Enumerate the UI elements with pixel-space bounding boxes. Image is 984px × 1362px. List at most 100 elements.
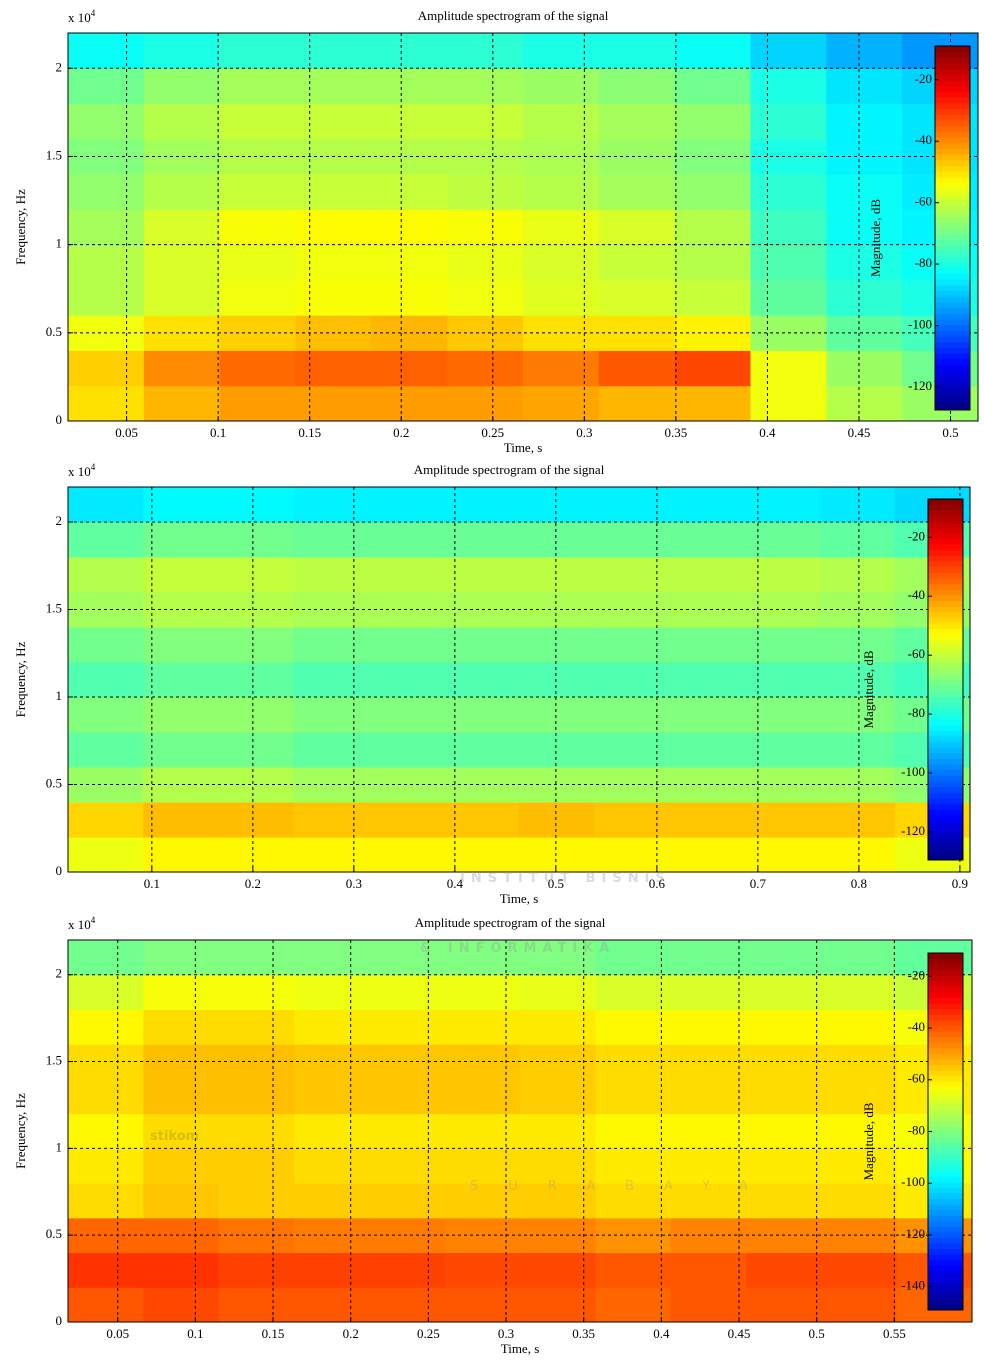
heatmap-cell [821, 1009, 897, 1044]
colorbar-swatch [935, 143, 970, 149]
watermark-line: INSTITUT BISNIS [460, 871, 671, 886]
watermark-line: & INFORMATIKA [420, 941, 615, 956]
heatmap-cell [751, 386, 827, 422]
heatmap-cell [751, 104, 827, 140]
colorbar-swatch [935, 114, 970, 120]
heatmap-cell [675, 33, 751, 69]
colorbar-swatch [928, 1014, 963, 1020]
heatmap-cell [523, 174, 599, 210]
heatmap-cell [520, 975, 596, 1010]
heatmap-cell [675, 104, 751, 140]
heatmap-cell [826, 209, 902, 245]
colorbar-label: Magnitude, dB [861, 650, 876, 728]
heatmap-cell [68, 627, 144, 663]
heatmap-cell [68, 1253, 144, 1288]
colorbar-swatch [928, 1115, 963, 1121]
heatmap-cell [523, 68, 599, 104]
colorbar-swatch [928, 696, 963, 702]
heatmap-cell [144, 280, 220, 316]
colorbar-swatch [928, 555, 963, 561]
colorbar-swatch [935, 296, 970, 302]
colorbar-swatch [928, 651, 963, 657]
heatmap-cell [68, 662, 144, 698]
colorbar-swatch [935, 342, 970, 348]
heatmap-cell [296, 209, 372, 245]
heatmap-cell [294, 1148, 370, 1183]
heatmap-cell [599, 104, 675, 140]
colorbar-swatch [928, 1282, 963, 1288]
x-tick-label: 0.4 [759, 425, 776, 440]
colorbar-swatch [928, 1204, 963, 1210]
colorbar-swatch [928, 1137, 963, 1143]
heatmap-cell [820, 837, 896, 873]
colorbar-swatch [928, 1182, 963, 1188]
colorbar-swatch [928, 668, 963, 674]
heatmap-cell [820, 802, 896, 838]
colorbar-swatch [928, 992, 963, 998]
colorbar-tick-label: -40 [908, 1019, 925, 1034]
heatmap-cell [218, 662, 294, 698]
y-tick-label: 1.5 [46, 147, 62, 162]
heatmap-cell [144, 386, 220, 422]
heatmap-cell [294, 487, 370, 523]
heatmap-cell [669, 802, 745, 838]
x-tick-label: 0.3 [346, 876, 362, 891]
heatmap-cell [520, 1253, 596, 1288]
heatmap-cell [68, 1009, 144, 1044]
colorbar-swatch [928, 629, 963, 635]
colorbar-swatch [928, 505, 963, 511]
colorbar-swatch [928, 736, 963, 742]
heatmap-cell [220, 104, 296, 140]
heatmap-cell [820, 697, 896, 733]
heatmap-cell [599, 68, 675, 104]
colorbar-swatch [935, 291, 970, 297]
y-tick-label: 0.5 [46, 775, 62, 790]
heatmap-cell [821, 1183, 897, 1218]
heatmap-cell [369, 557, 445, 593]
heatmap-cell [68, 802, 144, 838]
y-scale-base: x 10 [68, 917, 91, 932]
heatmap-cell [371, 245, 447, 281]
colorbar-swatch [935, 46, 970, 52]
colorbar-tick-label: -60 [915, 194, 932, 209]
colorbar-swatch [928, 953, 963, 959]
heatmap-cell [371, 280, 447, 316]
colorbar-tick-label: -140 [901, 1278, 925, 1293]
heatmap-cell [68, 837, 144, 873]
heatmap-cell [371, 174, 447, 210]
heatmap-cell [519, 837, 595, 873]
heatmap-cell [746, 1079, 822, 1114]
heatmap-cell [296, 386, 372, 422]
heatmap-cell [220, 350, 296, 386]
heatmap-cell [218, 837, 294, 873]
heatmap-cell [369, 1009, 445, 1044]
heatmap-cell [447, 174, 523, 210]
y-tick-label: 2 [56, 966, 63, 981]
heatmap-cell [294, 1183, 370, 1218]
heatmap-cell [144, 174, 220, 210]
heatmap-cell [68, 1114, 144, 1149]
colorbar-swatch [928, 1254, 963, 1260]
heatmap-cell [745, 837, 821, 873]
colorbar-swatch [928, 1126, 963, 1132]
heatmap-cell [220, 68, 296, 104]
heatmap-cell [68, 1079, 144, 1114]
heatmap-cell [523, 104, 599, 140]
x-tick-label: 0.2 [245, 876, 261, 891]
colorbar-swatch [935, 268, 970, 274]
heatmap-cell [144, 209, 220, 245]
heatmap-cell [826, 245, 902, 281]
heatmap-cell [826, 33, 902, 69]
heatmap-cell [371, 209, 447, 245]
heatmap-cell [143, 1253, 219, 1288]
heatmap-cell [294, 1009, 370, 1044]
colorbar-swatch [928, 986, 963, 992]
colorbar-swatch [935, 302, 970, 308]
colorbar-swatch [935, 393, 970, 399]
colorbar-swatch [935, 387, 970, 393]
heatmap-cell [144, 68, 220, 104]
heatmap-cell [669, 662, 745, 698]
colorbar-swatch [928, 1187, 963, 1193]
x-tick-label: 0.45 [848, 425, 871, 440]
colorbar-swatch [928, 713, 963, 719]
